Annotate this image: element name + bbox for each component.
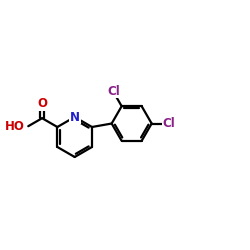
Text: HO: HO (4, 120, 24, 133)
Text: N: N (70, 110, 80, 124)
Text: O: O (37, 97, 47, 110)
Text: Cl: Cl (108, 84, 120, 98)
Text: Cl: Cl (162, 117, 175, 130)
